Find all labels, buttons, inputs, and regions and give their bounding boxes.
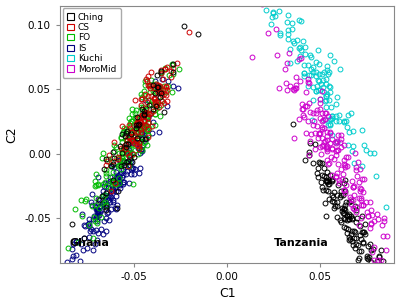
Text: Ghana: Ghana	[69, 238, 109, 248]
Y-axis label: C2: C2	[6, 126, 18, 143]
Legend: Ching, CS, FO, IS, Kuchi, MoroMid: Ching, CS, FO, IS, Kuchi, MoroMid	[62, 8, 121, 78]
X-axis label: C1: C1	[219, 287, 236, 300]
Text: Tanzania: Tanzania	[274, 238, 328, 248]
